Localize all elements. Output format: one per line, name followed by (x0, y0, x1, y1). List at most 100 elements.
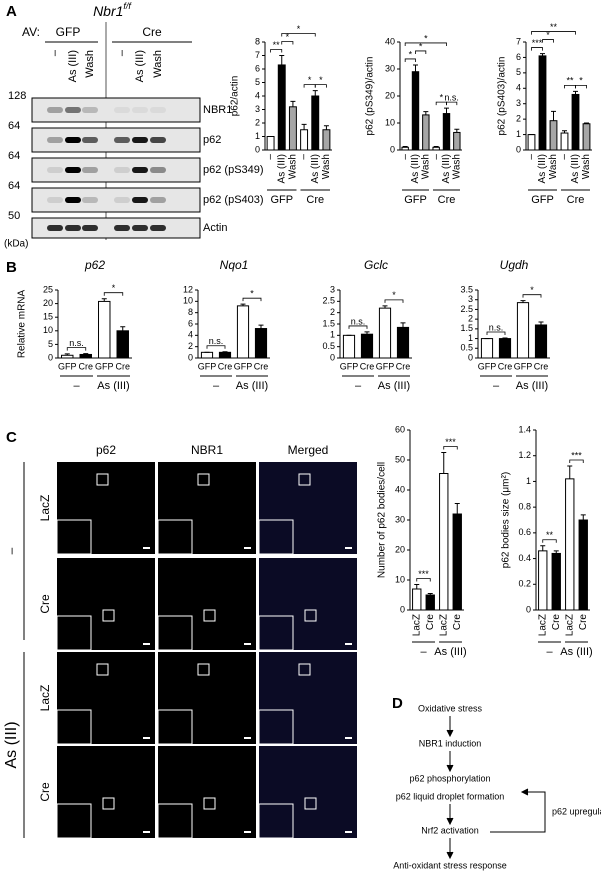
y-tick-label: 0 (188, 352, 193, 362)
mw-label: 128 (8, 90, 26, 102)
bar (411, 71, 420, 151)
significance-label: * (546, 30, 550, 40)
error-bar (101, 298, 107, 302)
bar (549, 120, 558, 151)
mw-label: 50 (8, 210, 20, 222)
x-tick-label: LacZ (438, 614, 449, 636)
significance-label: * (112, 283, 116, 293)
blot-label: p62 (pS349) (203, 164, 264, 176)
diagram-node: Nrf2 activation (421, 825, 479, 835)
x-tick-label: Wash (581, 154, 592, 179)
y-tick-label: 3 (516, 98, 521, 108)
y-tick-label: 2 (468, 314, 473, 324)
significance-label: ** (566, 76, 574, 86)
error-bar (444, 107, 449, 114)
x-tick-label: Cre (534, 361, 549, 371)
group-label: As (III) (516, 380, 548, 392)
y-tick-label: 6 (188, 318, 193, 328)
error-bar (323, 125, 329, 130)
y-tick-label: 0 (526, 604, 531, 614)
lane-label: Wash (84, 50, 96, 78)
group-label: – (73, 380, 80, 392)
error-bar (520, 300, 526, 303)
band (114, 197, 130, 203)
bar (200, 351, 214, 359)
band (150, 197, 166, 203)
bar (534, 324, 548, 359)
micrograph (158, 746, 256, 838)
y-tick-label: 10 (183, 296, 193, 306)
x-tick-label: – (431, 154, 442, 160)
error-bar (120, 326, 126, 331)
y-tick-label: 7 (255, 50, 260, 60)
error-bar (312, 90, 318, 96)
mw-label: 64 (8, 120, 20, 132)
band (82, 225, 98, 231)
significance-label: n.s. (351, 316, 366, 326)
band (150, 225, 166, 231)
significance-bracket (531, 31, 576, 35)
y-tick-label: 2 (188, 341, 193, 351)
scale-bar (244, 737, 251, 739)
y-tick-label: 0.6 (518, 527, 531, 537)
group-label: GFP (404, 194, 427, 206)
mw-label: 64 (8, 180, 20, 192)
x-tick-label: Wash (420, 154, 431, 179)
error-bar (551, 110, 556, 121)
y-tick-label: 0 (255, 144, 260, 154)
x-tick-label: Cre (254, 361, 269, 371)
y-tick-label: 2 (330, 307, 335, 317)
error-bar (413, 64, 418, 72)
bar (565, 478, 575, 611)
band (132, 107, 148, 113)
x-tick-label: – (526, 154, 537, 160)
x-tick-label: – (559, 154, 570, 160)
diagram-node: Anti-oxidant stress response (393, 860, 507, 870)
chart-title: Gclc (364, 258, 388, 272)
significance-bracket (416, 578, 431, 582)
significance-label: *** (445, 437, 456, 447)
error-bar (414, 584, 420, 589)
band (65, 107, 81, 113)
significance-label: *** (418, 569, 429, 579)
unit-label: (kDa) (4, 239, 28, 250)
group-label: As (III) (97, 380, 129, 392)
significance-bracket (531, 47, 543, 51)
bar (527, 134, 536, 151)
band (47, 225, 63, 231)
x-tick-label: GFP (376, 361, 395, 371)
bar (412, 588, 422, 611)
micrograph (259, 462, 357, 554)
bar (538, 55, 547, 151)
band (47, 167, 63, 173)
scale-bar (345, 831, 352, 833)
bar (254, 328, 268, 359)
bar (560, 132, 569, 151)
lane-label: Wash (152, 50, 164, 78)
inset (56, 615, 92, 651)
y-axis-label: p62 (pS349)/actin (365, 57, 376, 136)
error-bar (400, 322, 406, 328)
blot-group: Cre (142, 25, 162, 39)
bar (551, 552, 561, 611)
x-tick-label: As (III) (537, 154, 548, 183)
lane-label: – (116, 49, 128, 56)
blot-label: p62 (pS403) (203, 194, 264, 206)
row-label: LacZ (38, 685, 52, 712)
y-tick-label: 2.5 (460, 304, 473, 314)
roi-box (298, 663, 311, 676)
bar (360, 333, 374, 359)
significance-bracket (522, 294, 542, 298)
y-tick-label: 10 (43, 325, 53, 335)
y-tick-label: 5 (516, 67, 521, 77)
error-bar (573, 90, 578, 95)
y-axis-label: Number of p62 bodies/cell (377, 462, 388, 578)
band (114, 225, 130, 231)
y-tick-label: 0 (390, 144, 395, 154)
scale-bar (143, 547, 150, 549)
band (114, 167, 130, 173)
significance-label: * (319, 75, 323, 85)
scale-bar (143, 831, 150, 833)
y-tick-label: 6 (516, 52, 521, 62)
error-bar (502, 337, 508, 339)
